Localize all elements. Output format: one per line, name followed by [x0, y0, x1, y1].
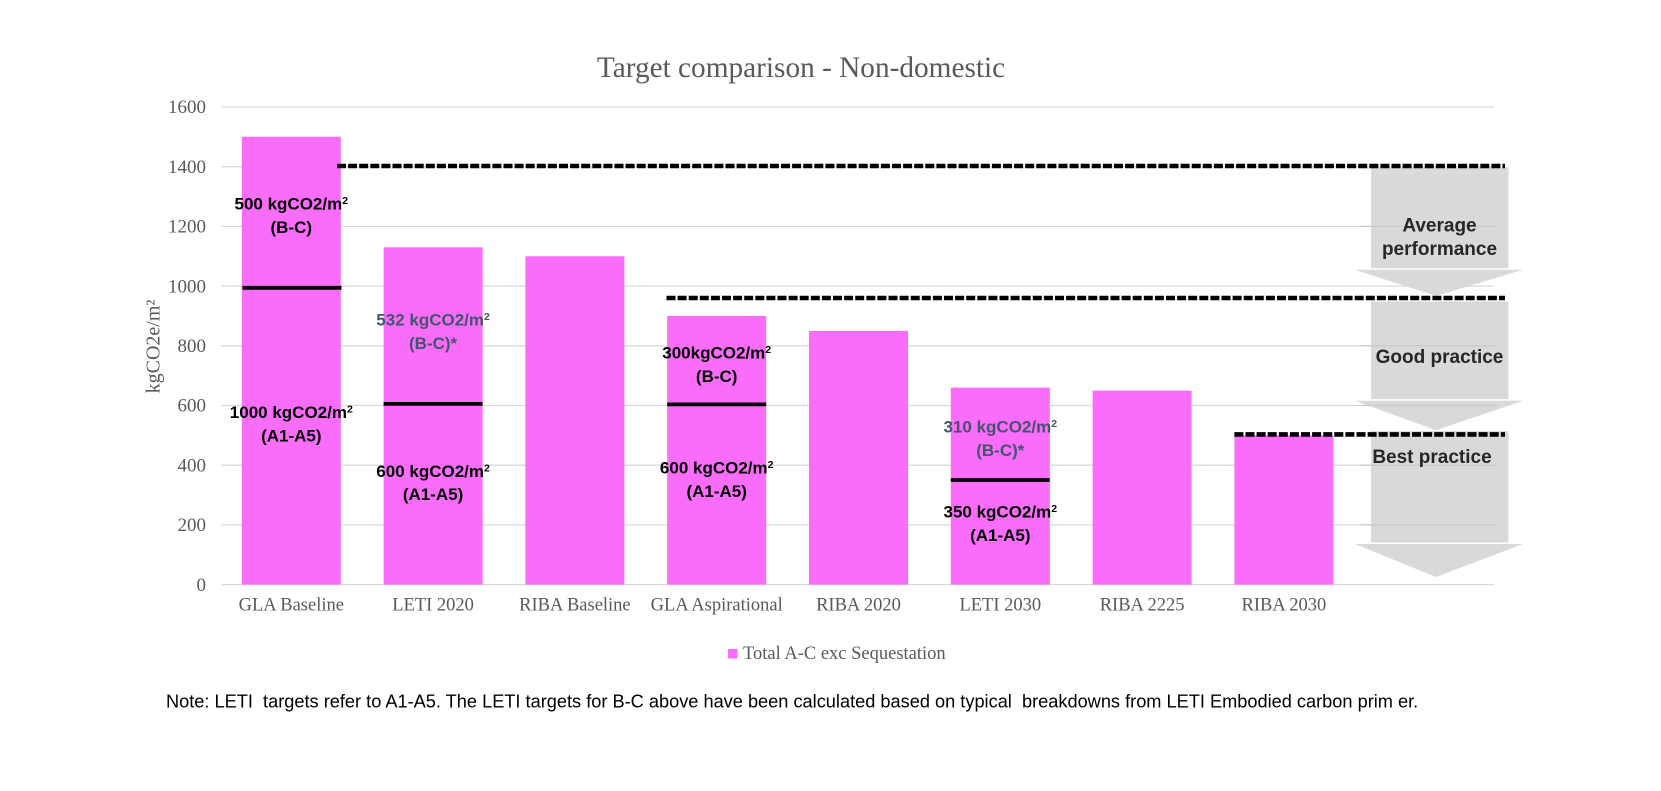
svg-text:600: 600: [178, 396, 207, 417]
svg-text:(B-C): (B-C): [271, 218, 313, 237]
svg-text:(A1-A5): (A1-A5): [403, 485, 463, 504]
svg-text:LETI 2020: LETI 2020: [392, 596, 474, 616]
svg-text:300kgCO2/m2: 300kgCO2/m2: [662, 344, 771, 363]
svg-text:Good practice: Good practice: [1376, 347, 1504, 368]
svg-text:GLA Baseline: GLA Baseline: [239, 596, 344, 616]
svg-text:RIBA 2030: RIBA 2030: [1241, 596, 1326, 616]
svg-text:350 kgCO2/m2: 350 kgCO2/m2: [944, 503, 1058, 522]
svg-text:0: 0: [197, 575, 207, 596]
svg-text:(B-C): (B-C): [696, 367, 738, 386]
svg-text:(B-C)*: (B-C)*: [976, 441, 1025, 460]
svg-text:Best practice: Best practice: [1372, 447, 1491, 468]
svg-text:1000: 1000: [168, 276, 206, 297]
svg-text:performance: performance: [1382, 239, 1497, 260]
svg-text:Average: Average: [1402, 215, 1476, 236]
svg-text:kgCO2e/m²: kgCO2e/m²: [143, 300, 165, 394]
svg-text:(A1-A5): (A1-A5): [686, 482, 746, 501]
svg-text:(A1-A5): (A1-A5): [970, 526, 1030, 545]
svg-text:1600: 1600: [168, 97, 206, 118]
svg-text:600 kgCO2/m2: 600 kgCO2/m2: [660, 459, 774, 478]
svg-text:1000 kgCO2/m2: 1000 kgCO2/m2: [230, 403, 353, 422]
svg-text:310 kgCO2/m2: 310 kgCO2/m2: [944, 417, 1058, 436]
svg-text:GLA Aspirational: GLA Aspirational: [651, 596, 783, 616]
svg-text:200: 200: [178, 515, 207, 536]
svg-text:LETI 2030: LETI 2030: [959, 596, 1041, 616]
svg-text:RIBA Baseline: RIBA Baseline: [519, 596, 631, 616]
svg-text:Target comparison - Non-domest: Target comparison - Non-domestic: [597, 52, 1005, 84]
svg-text:1200: 1200: [168, 217, 206, 238]
svg-text:(A1-A5): (A1-A5): [261, 427, 321, 446]
svg-text:1400: 1400: [168, 157, 206, 178]
svg-text:400: 400: [178, 455, 207, 476]
svg-text:(B-C)*: (B-C)*: [409, 334, 458, 353]
svg-text:600 kgCO2/m2: 600 kgCO2/m2: [376, 462, 490, 481]
svg-text:RIBA 2225: RIBA 2225: [1100, 596, 1185, 616]
svg-text:RIBA 2020: RIBA 2020: [816, 596, 901, 616]
svg-text:Note: LETI targets refer to A: Note: LETI targets refer to A1-A5. The L…: [166, 692, 1418, 712]
svg-text:532 kgCO2/m2: 532 kgCO2/m2: [376, 311, 490, 330]
svg-text:500 kgCO2/m2: 500 kgCO2/m2: [235, 195, 349, 214]
svg-text:800: 800: [178, 336, 207, 357]
svg-text:Total A-C exc Sequestation: Total A-C exc Sequestation: [743, 644, 946, 664]
